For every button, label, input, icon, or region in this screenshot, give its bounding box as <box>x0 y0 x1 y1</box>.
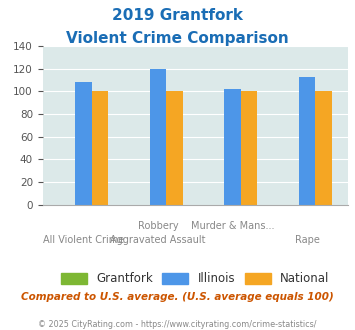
Legend: Grantfork, Illinois, National: Grantfork, Illinois, National <box>56 268 334 290</box>
Bar <box>315 91 332 205</box>
Text: Murder & Mans...: Murder & Mans... <box>191 221 274 231</box>
Text: All Violent Crime: All Violent Crime <box>43 235 124 245</box>
Bar <box>166 91 182 205</box>
Bar <box>224 89 241 205</box>
Bar <box>299 77 315 205</box>
Bar <box>92 91 108 205</box>
Text: Violent Crime Comparison: Violent Crime Comparison <box>66 31 289 46</box>
Bar <box>75 82 92 205</box>
Text: Compared to U.S. average. (U.S. average equals 100): Compared to U.S. average. (U.S. average … <box>21 292 334 302</box>
Text: Rape: Rape <box>295 235 320 245</box>
Text: Aggravated Assault: Aggravated Assault <box>110 235 206 245</box>
Bar <box>241 91 257 205</box>
Text: Robbery: Robbery <box>138 221 178 231</box>
Text: 2019 Grantfork: 2019 Grantfork <box>112 8 243 23</box>
Text: © 2025 CityRating.com - https://www.cityrating.com/crime-statistics/: © 2025 CityRating.com - https://www.city… <box>38 320 317 329</box>
Bar <box>150 69 166 205</box>
